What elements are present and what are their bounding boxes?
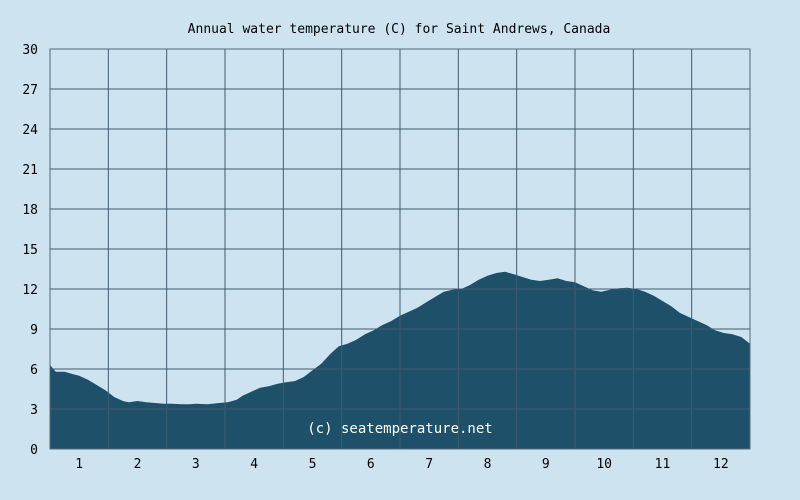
x-tick-label: 4 <box>250 457 258 472</box>
y-tick-label: 15 <box>22 243 38 258</box>
y-tick-label: 6 <box>30 363 38 378</box>
y-tick-label: 21 <box>22 163 38 178</box>
chart-title: Annual water temperature (C) for Saint A… <box>188 22 611 37</box>
x-tick-label: 1 <box>75 457 83 472</box>
x-tick-label: 10 <box>596 457 612 472</box>
x-tick-label: 2 <box>134 457 142 472</box>
y-tick-label: 9 <box>30 323 38 338</box>
plot-frame <box>49 48 751 450</box>
x-tick-label: 11 <box>655 457 671 472</box>
y-tick-label: 27 <box>22 83 38 98</box>
y-tick-label: 0 <box>30 443 38 458</box>
y-tick-label: 12 <box>22 283 38 298</box>
x-tick-label: 9 <box>542 457 550 472</box>
x-tick-label: 8 <box>484 457 492 472</box>
y-tick-label: 24 <box>22 123 38 138</box>
x-axis: 1 2 3 4 5 6 7 8 9 10 11 12 <box>75 457 728 472</box>
x-tick-label: 12 <box>713 457 729 472</box>
x-tick-label: 7 <box>425 457 433 472</box>
y-tick-label: 3 <box>30 403 38 418</box>
y-tick-label: 30 <box>22 43 38 58</box>
x-tick-label: 6 <box>367 457 375 472</box>
watermark: (c) seatemperature.net <box>307 421 492 437</box>
x-tick-label: 5 <box>309 457 317 472</box>
y-tick-label: 18 <box>22 203 38 218</box>
grid-layer <box>50 48 750 450</box>
y-axis: 0 3 6 9 12 15 18 21 24 27 30 <box>22 43 38 458</box>
x-tick-label: 3 <box>192 457 200 472</box>
